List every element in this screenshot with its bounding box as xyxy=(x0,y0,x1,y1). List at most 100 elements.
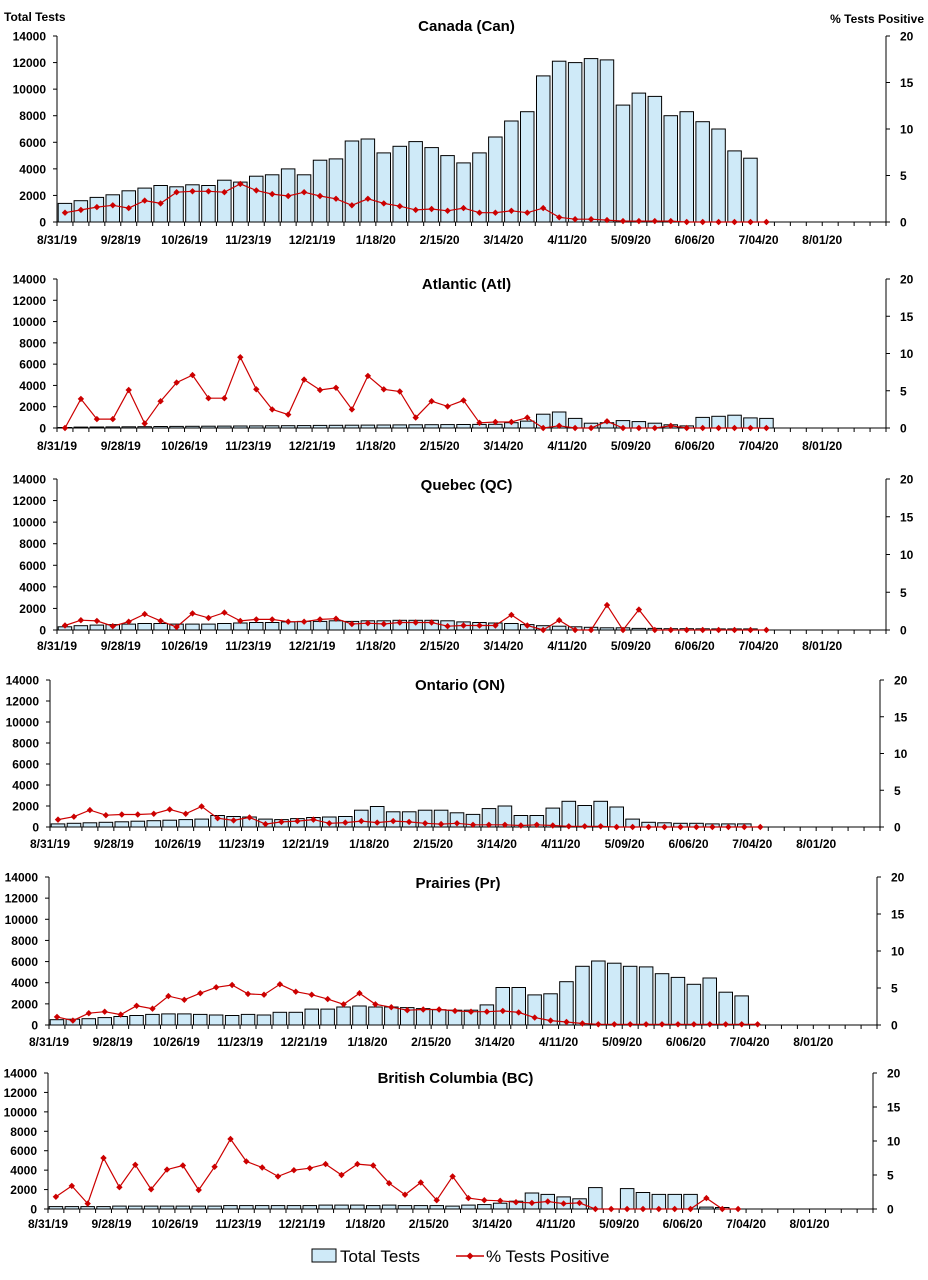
bar xyxy=(599,59,615,223)
positive-point xyxy=(741,823,748,831)
bar xyxy=(153,623,168,631)
x-tick-label: 8/31/19 xyxy=(37,639,77,653)
bar xyxy=(413,1205,429,1210)
x-tick-label: 7/04/20 xyxy=(732,837,772,851)
x-tick-label: 8/01/20 xyxy=(802,439,842,453)
positive-point xyxy=(117,1011,124,1018)
positive-point xyxy=(101,1008,108,1015)
positive-point xyxy=(342,819,349,826)
positive-point xyxy=(524,622,531,629)
left-tick-label: 8000 xyxy=(19,537,46,551)
bar xyxy=(178,819,193,828)
x-tick-label: 9/28/19 xyxy=(93,1035,133,1049)
positive-point xyxy=(380,386,387,393)
positive-point xyxy=(253,187,260,194)
positive-point xyxy=(734,1205,742,1213)
bar xyxy=(217,623,232,631)
bar xyxy=(727,150,742,223)
positive-point xyxy=(715,218,722,226)
bar xyxy=(328,620,344,631)
left-tick-label: 12000 xyxy=(4,1086,38,1100)
bar xyxy=(381,1204,397,1210)
positive-point xyxy=(237,180,244,188)
positive-point xyxy=(221,189,228,196)
x-tick-label: 9/28/19 xyxy=(91,1217,131,1231)
positive-point xyxy=(524,414,531,421)
positive-point xyxy=(385,1180,393,1187)
left-tick-label: 4000 xyxy=(19,162,46,176)
bar xyxy=(312,620,328,631)
positive-point xyxy=(300,618,308,625)
bar xyxy=(631,92,647,223)
positive-point xyxy=(221,609,228,616)
bar xyxy=(654,973,670,1026)
left-tick-label: 2000 xyxy=(11,997,38,1011)
bar xyxy=(296,174,312,223)
bar xyxy=(504,623,519,631)
bar xyxy=(162,819,177,828)
x-tick-label: 11/23/19 xyxy=(218,837,264,851)
left-tick-label: 10000 xyxy=(13,83,47,97)
right-tick-label: 0 xyxy=(900,422,907,436)
left-tick-label: 12000 xyxy=(13,294,47,308)
chart-title: Canada (Can) xyxy=(418,18,515,35)
bar xyxy=(376,152,391,223)
positive-point xyxy=(205,188,212,195)
positive-point xyxy=(340,1001,347,1008)
bar xyxy=(312,159,328,223)
positive-point xyxy=(731,424,738,432)
positive-point xyxy=(332,615,340,622)
positive-point xyxy=(508,418,515,426)
right-tick-label: 10 xyxy=(900,123,914,137)
bar xyxy=(492,1202,508,1210)
positive-point xyxy=(421,820,429,827)
bar xyxy=(350,1204,365,1210)
positive-point xyxy=(380,620,387,628)
positive-point xyxy=(581,823,588,830)
positive-point xyxy=(68,1182,75,1190)
chart-panel-5: Prairies (Pr) 0 2000 4000 6000 8000 10000 12000… xyxy=(5,871,905,1050)
left-tick-label: 4000 xyxy=(19,379,46,393)
bar xyxy=(286,1205,302,1210)
left-tick-label: 0 xyxy=(39,624,46,638)
right-tick-label: 15 xyxy=(900,510,914,524)
x-tick-label: 6/06/20 xyxy=(663,1217,703,1231)
positive-point xyxy=(608,1205,615,1213)
positive-point xyxy=(228,981,236,989)
right-tick-label: 15 xyxy=(891,908,905,922)
x-tick-label: 1/18/20 xyxy=(349,837,389,851)
x-tick-label: 5/09/20 xyxy=(599,1217,639,1231)
bar xyxy=(638,966,654,1026)
x-tick-label: 11/23/19 xyxy=(215,1217,261,1231)
bar xyxy=(559,981,574,1026)
x-tick-label: 9/28/19 xyxy=(101,639,141,653)
left-tick-label: 10000 xyxy=(13,516,47,530)
positive-point xyxy=(396,388,403,395)
positive-point xyxy=(437,820,445,828)
positive-point xyxy=(52,1193,60,1200)
x-tick-label: 3/14/20 xyxy=(477,837,517,851)
x-tick-label: 8/31/19 xyxy=(37,439,77,453)
chart-panel-3: Quebec (QC) 0 2000 4000 6000 8000 10000 12000 14… xyxy=(13,473,914,654)
positive-point xyxy=(300,189,308,196)
x-tick-label: 7/04/20 xyxy=(738,639,778,653)
legend: Total Tests % Tests Positive xyxy=(311,1247,609,1266)
chart-panel-4: Ontario (ON) 0 2000 4000 6000 8000 10000 12000 1… xyxy=(6,674,908,852)
x-tick-label: 2/15/20 xyxy=(420,639,460,653)
x-tick-label: 6/06/20 xyxy=(668,837,708,851)
positive-point xyxy=(348,406,356,413)
x-tick-label: 8/01/20 xyxy=(789,1217,829,1231)
positive-point xyxy=(719,1205,726,1213)
right-tick-label: 0 xyxy=(894,821,901,835)
x-tick-label: 3/14/20 xyxy=(475,1035,515,1049)
positive-point xyxy=(508,611,515,619)
positive-point xyxy=(587,424,595,432)
positive-point xyxy=(364,620,372,627)
left-tick-label: 8000 xyxy=(10,1125,37,1139)
bar xyxy=(302,1205,317,1210)
right-tick-label: 20 xyxy=(900,473,914,487)
positive-point xyxy=(149,1005,156,1012)
x-tick-label: 1/18/20 xyxy=(345,1217,385,1231)
left-tick-label: 0 xyxy=(31,1019,38,1033)
positive-point xyxy=(687,1205,694,1213)
